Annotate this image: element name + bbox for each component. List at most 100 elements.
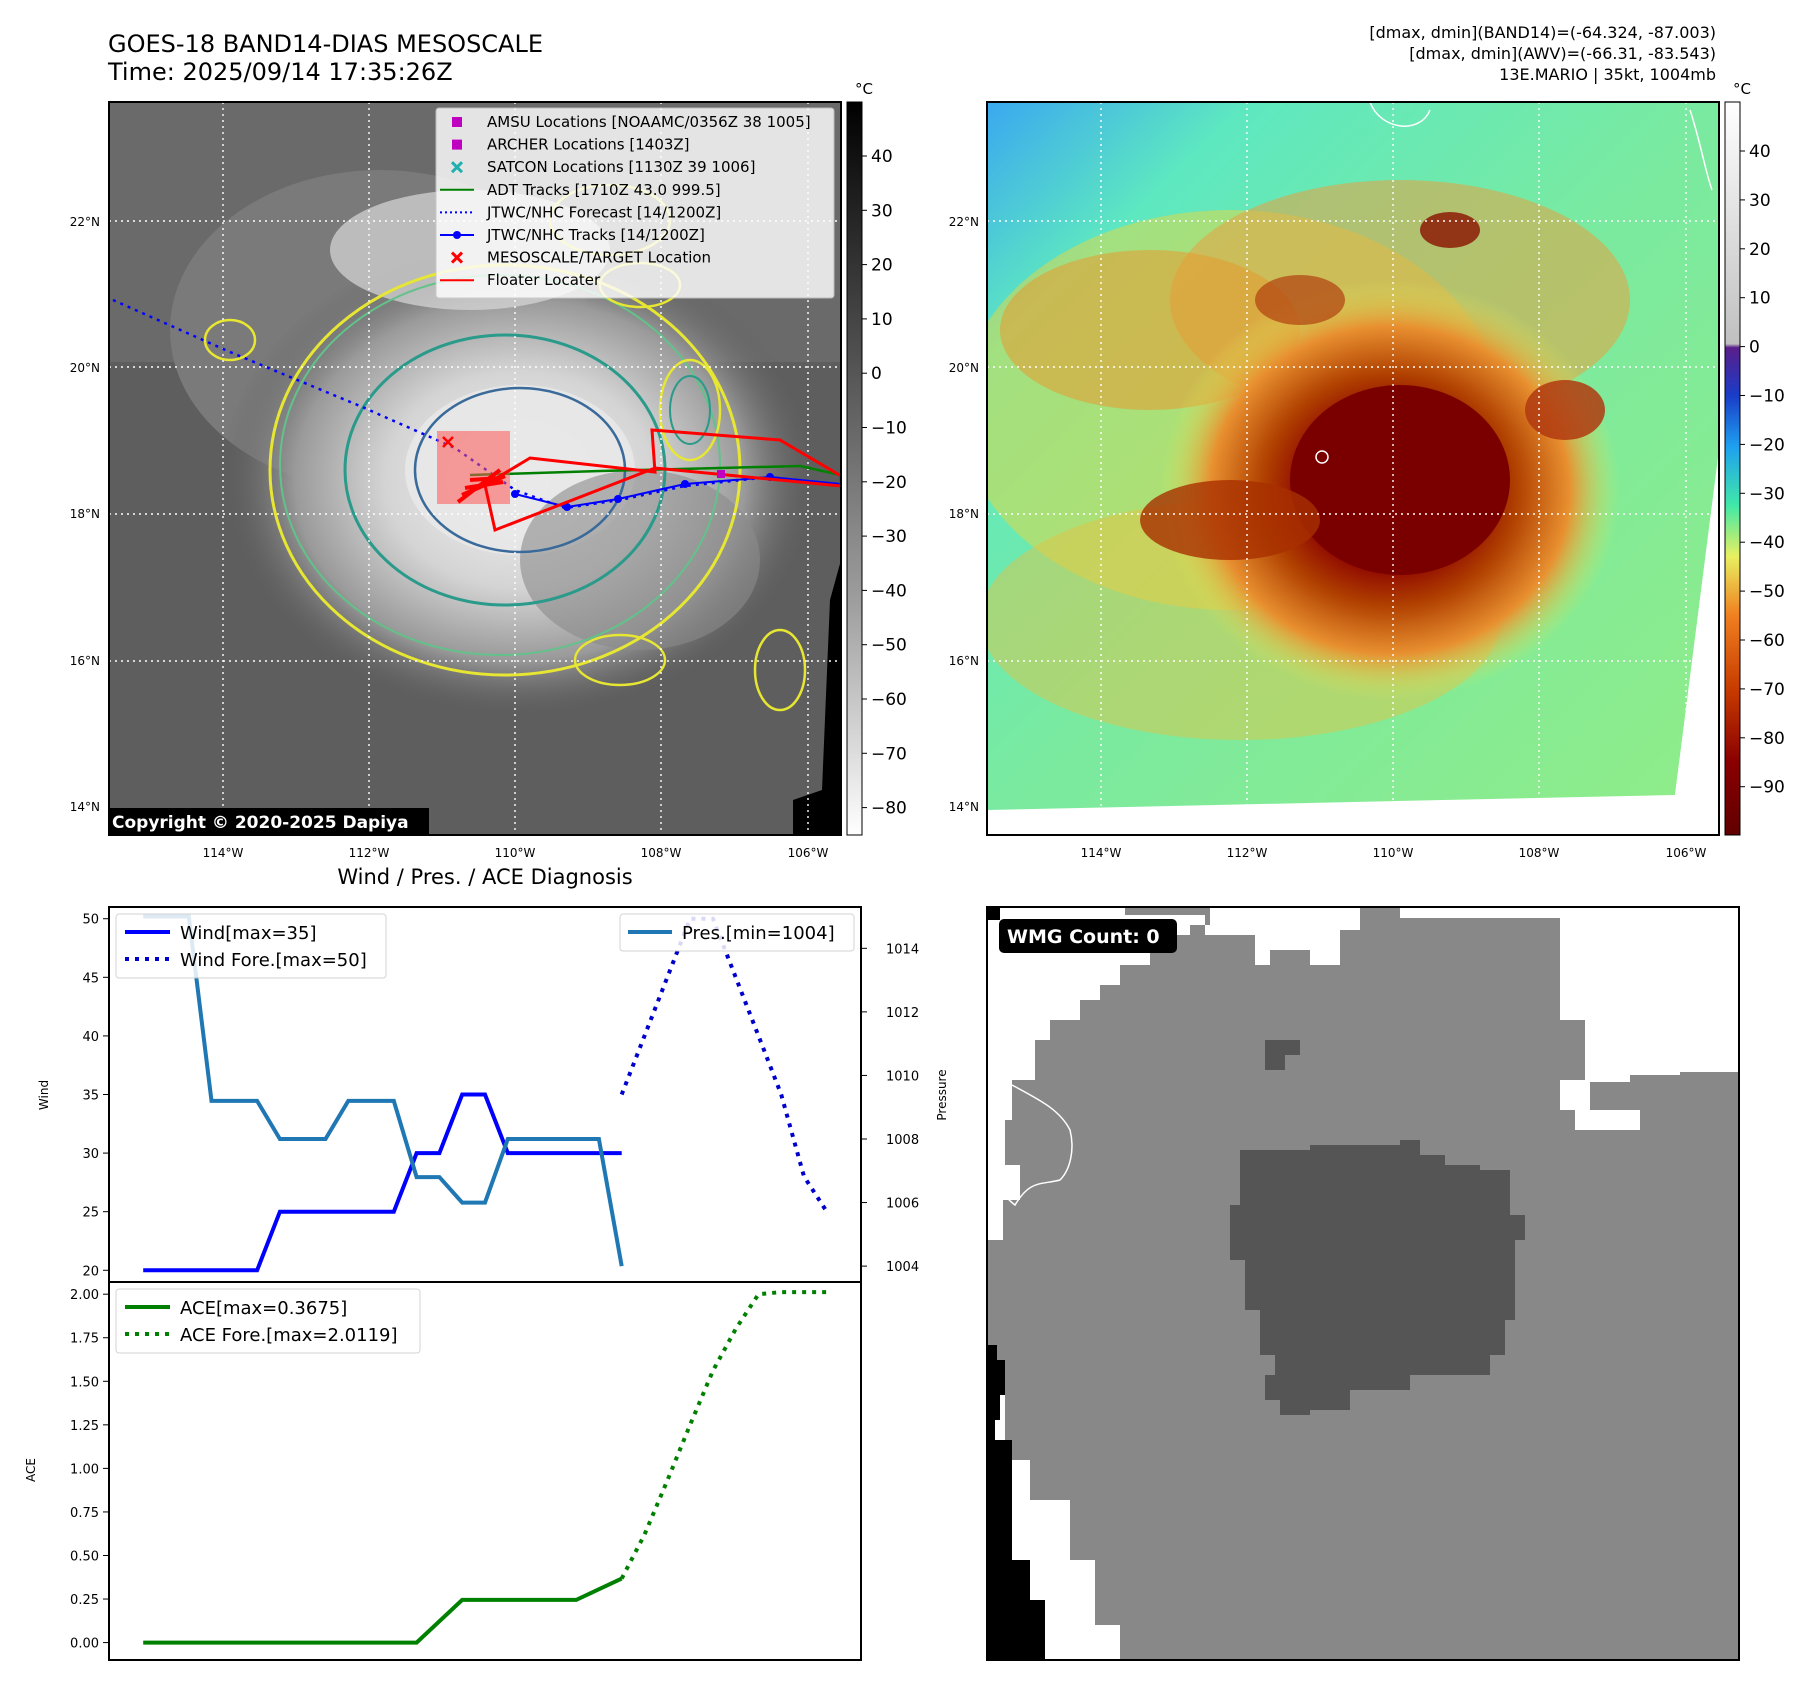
axis-tick-label: 0.50 [70, 1549, 99, 1564]
colorbar-tick-label: −10 [1749, 387, 1785, 407]
legend-item: ARCHER Locations [1403Z] [452, 136, 690, 154]
color-colorbar: °C 40 30 20 10 0 −10 −20 −30 −40 −50 −60 −70 −80 −90 [1724, 80, 1785, 836]
lat-label-14n-right: 14°N [949, 800, 979, 814]
axis-tick-label: 45 [82, 971, 99, 986]
color-map-panel [986, 101, 1720, 836]
axis-tick-label: 50 [82, 913, 99, 928]
legend-ace: ACE[max=0.3675] [180, 1298, 347, 1319]
colorbar-tick-label: −50 [871, 636, 907, 656]
lon-label-108w-right: 108°W [1519, 846, 1560, 860]
axis-tick-label: 30 [82, 1147, 99, 1162]
legend-symbol [452, 139, 462, 150]
colorbar-tick-label: −20 [871, 473, 907, 493]
lon-label-114w-right: 114°W [1081, 846, 1122, 860]
adt-track [469, 464, 841, 477]
color-colorbar-unit: °C [1733, 80, 1751, 98]
colorbar-tick-label: −50 [1749, 582, 1785, 602]
dmax-band14: [dmax, dmin](BAND14)=(-64.324, -87.003) [1369, 23, 1716, 42]
colorbar-tick-label: 40 [871, 147, 893, 167]
lat-label-20n-right: 20°N [949, 361, 979, 375]
colorbar-tick-label: −70 [871, 744, 907, 764]
lat-label-22n-right: 22°N [949, 215, 979, 229]
lon-label-106w-left: 106°W [788, 846, 829, 860]
colorbar-tick-label: 0 [871, 364, 882, 384]
series-line [143, 1092, 622, 1273]
colorbar-tick-label: −10 [871, 419, 907, 439]
gray-colorbar: °C 40 30 20 10 0 −10 −20 −30 −40 −50 −60 −70 −80 [846, 80, 907, 836]
axis-tick-label: 1008 [886, 1133, 919, 1148]
jtwc-forecast-track [112, 298, 841, 510]
colorbar-tick-label: −30 [1749, 484, 1785, 504]
colorbar-tick-label: −20 [1749, 435, 1785, 455]
lon-label-112w-left: 112°W [349, 846, 390, 860]
legend-pressure: Pres.[min=1004] [682, 923, 835, 944]
lon-label-110w-right: 110°W [1373, 846, 1414, 860]
axis-tick-label: 35 [82, 1089, 99, 1104]
axis-tick-label: 1004 [886, 1260, 919, 1275]
map-legend: AMSU Locations [NOAAMC/0356Z 38 1005] ARC… [435, 107, 835, 299]
ace-legend: ACE[max=0.3675] ACE Fore.[max=2.0119] [115, 1288, 421, 1354]
legend-label: SATCON Locations [1130Z 39 1006] [487, 158, 755, 176]
storm-info: 13E.MARIO | 35kt, 1004mb [1499, 65, 1716, 84]
legend-symbol [452, 117, 462, 127]
ace-axis-label: ACE [24, 1458, 38, 1482]
wmg-count-box [999, 919, 1177, 953]
wmg-count-text: WMG Count: 0 [1007, 926, 1160, 948]
copyright-box [109, 808, 429, 835]
diagnosis-title: Wind / Pres. / ACE Diagnosis [337, 865, 632, 889]
legend-item: MESOSCALE/TARGET Location [450, 249, 711, 267]
colorbar-tick-label: 20 [871, 256, 893, 276]
gray-colorbar-unit: °C [855, 80, 873, 98]
amsu-marker [717, 470, 725, 478]
lon-label-108w-left: 108°W [641, 846, 682, 860]
legend-item: ADT Tracks [1710Z 43.0 999.5] [440, 181, 721, 199]
figure-time: Time: 2025/09/14 17:35:26Z [107, 58, 453, 86]
legend-label: ADT Tracks [1710Z 43.0 999.5] [487, 181, 721, 199]
lon-label-114w-left: 114°W [203, 846, 244, 860]
axis-tick-label: 0.00 [70, 1637, 99, 1652]
figure-title: GOES-18 BAND14-DIAS MESOSCALE [108, 30, 543, 58]
lat-label-22n-left: 22°N [70, 215, 100, 229]
legend-label: JTWC/NHC Tracks [14/1200Z] [486, 226, 705, 244]
wind-legend: Wind[max=35] Wind Fore.[max=50] [115, 913, 387, 979]
series-line [143, 914, 624, 1267]
legend-item: JTWC/NHC Forecast [14/1200Z] [440, 203, 721, 221]
legend-label: JTWC/NHC Forecast [14/1200Z] [486, 203, 721, 221]
axis-tick-label: 20 [82, 1264, 99, 1279]
ir-map-panel: Copyright © 2020-2025 Dapiya AMSU Locati… [108, 101, 842, 836]
colorbar-tick-label: −80 [871, 799, 907, 819]
legend-label: ARCHER Locations [1403Z] [487, 136, 690, 154]
series-line [143, 1576, 623, 1645]
axis-tick-label: 1.25 [70, 1419, 99, 1434]
axis-tick-label: 2.00 [70, 1288, 99, 1303]
colorbar-tick-label: −60 [871, 690, 907, 710]
axis-tick-label: 1.75 [70, 1332, 99, 1347]
floater-locater [483, 428, 841, 533]
wind-axis-label: Wind [37, 1080, 51, 1110]
colorbar-tick-label: 0 [1749, 338, 1760, 358]
lon-label-112w-right: 112°W [1227, 846, 1268, 860]
colorbar-tick-label: 10 [871, 310, 893, 330]
lat-label-14n-left: 14°N [70, 800, 100, 814]
axis-tick-label: 0.25 [70, 1593, 99, 1608]
colorbar-tick-label: 30 [1749, 191, 1771, 211]
axis-tick-label: 1014 [886, 942, 919, 957]
legend-symbol [450, 161, 464, 174]
colorbar-tick-label: −70 [1749, 680, 1785, 700]
wmg-panel: WMG Count: 0 [986, 906, 1740, 1661]
lat-label-18n-right: 18°N [949, 507, 979, 521]
pressure-axis-label: Pressure [935, 1069, 949, 1120]
ace-chart: 0.00 0.25 0.50 0.75 1.00 1.25 1.50 1.75 2.00 ACE… [24, 1281, 862, 1661]
axis-tick-label: 1.50 [70, 1375, 99, 1390]
axis-tick-label: 1.00 [70, 1462, 99, 1477]
lat-label-20n-left: 20°N [70, 361, 100, 375]
axis-tick-label: 25 [82, 1206, 99, 1221]
legend-label: AMSU Locations [NOAAMC/0356Z 38 1005] [487, 113, 811, 131]
lat-label-16n-right: 16°N [949, 654, 979, 668]
legend-symbol [440, 231, 474, 239]
colorbar-tick-label: 40 [1749, 142, 1771, 162]
colorbar-tick-label: 20 [1749, 240, 1771, 260]
colorbar-tick-label: −40 [1749, 533, 1785, 553]
